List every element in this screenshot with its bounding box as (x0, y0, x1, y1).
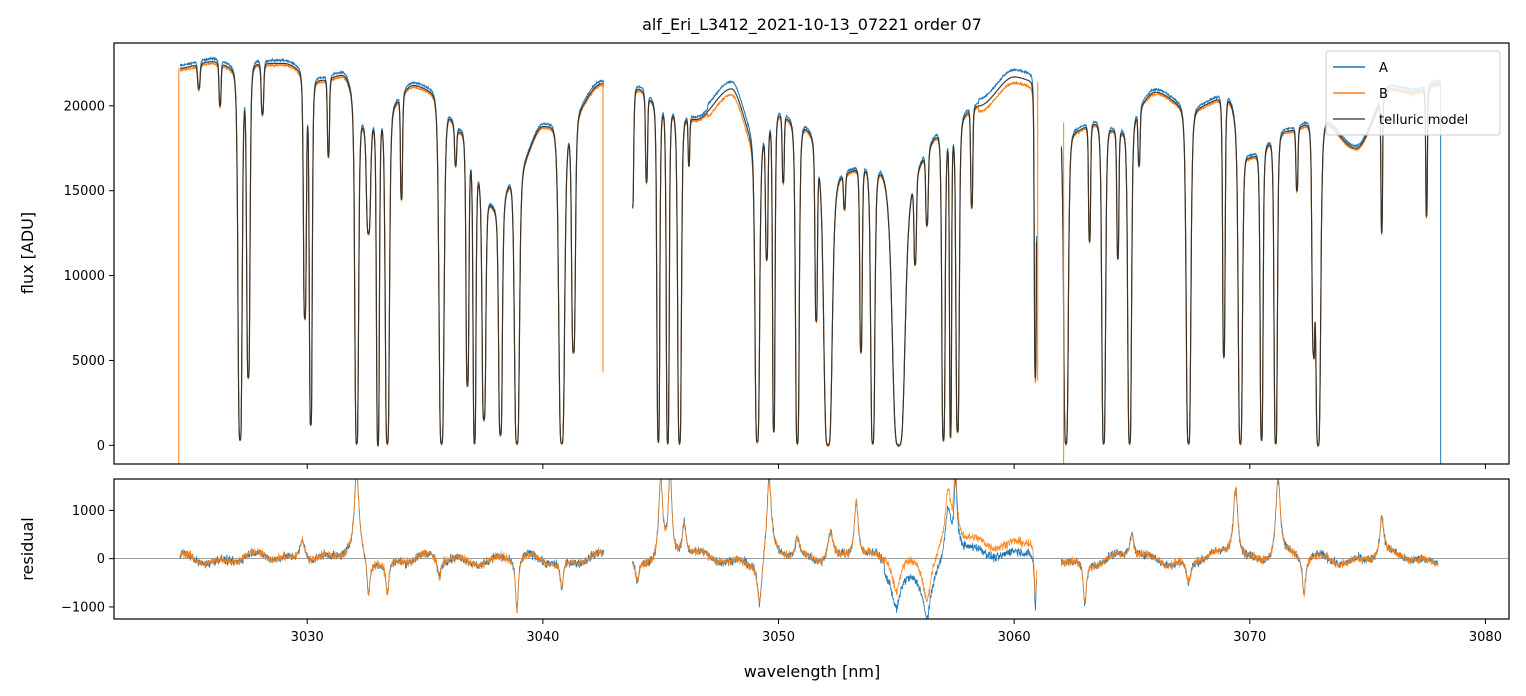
x-tick-label: 3060 (998, 630, 1031, 645)
residual-y-axis-label: residual (18, 517, 37, 580)
flux-y-tick-label: 15000 (64, 184, 105, 199)
residual-y-ticks: −1000 0 1000 (61, 504, 114, 615)
flux-plot-area (178, 56, 1442, 464)
flux-panel: 0 5000 10000 15000 20000 flux [ADU] A B tell… (18, 42, 1510, 469)
flux-x-ticks (306, 464, 1486, 469)
x-tick-label: 3030 (291, 630, 324, 645)
legend: A B telluric model (1325, 50, 1501, 136)
residual-plot-area (114, 479, 1509, 619)
flux-panel-frame (113, 42, 1510, 465)
residual-panel: −1000 0 1000 3030 3040 3050 3060 3070 3080 resi… (18, 478, 1510, 681)
chart-title: alf_Eri_L3412_2021-10-13_07221 order 07 (642, 15, 982, 35)
flux-y-tick-label: 5000 (72, 354, 105, 369)
residual-x-ticks: 3030 3040 3050 3060 3070 3080 (291, 619, 1502, 645)
residual-y-tick-label: 1000 (72, 504, 105, 519)
flux-y-tick-label: 0 (97, 439, 105, 454)
legend-box (1325, 50, 1501, 136)
legend-label-telluric: telluric model (1379, 113, 1468, 128)
legend-label-a: A (1379, 61, 1388, 76)
x-tick-label: 3040 (526, 630, 559, 645)
x-tick-label: 3080 (1469, 630, 1502, 645)
flux-y-axis-label: flux [ADU] (18, 212, 37, 294)
flux-y-tick-label: 20000 (64, 99, 105, 114)
residual-panel-frame (113, 478, 1510, 620)
residual-b-line (179, 479, 1439, 614)
x-axis-label: wavelength [nm] (744, 662, 881, 681)
x-tick-label: 3050 (762, 630, 795, 645)
residual-y-tick-label: 0 (97, 552, 105, 567)
flux-y-tick-label: 10000 (64, 269, 105, 284)
x-tick-label: 3070 (1233, 630, 1266, 645)
residual-y-tick-label: −1000 (61, 600, 105, 615)
legend-label-b: B (1379, 87, 1388, 102)
flux-y-ticks: 0 5000 10000 15000 20000 (64, 99, 114, 454)
